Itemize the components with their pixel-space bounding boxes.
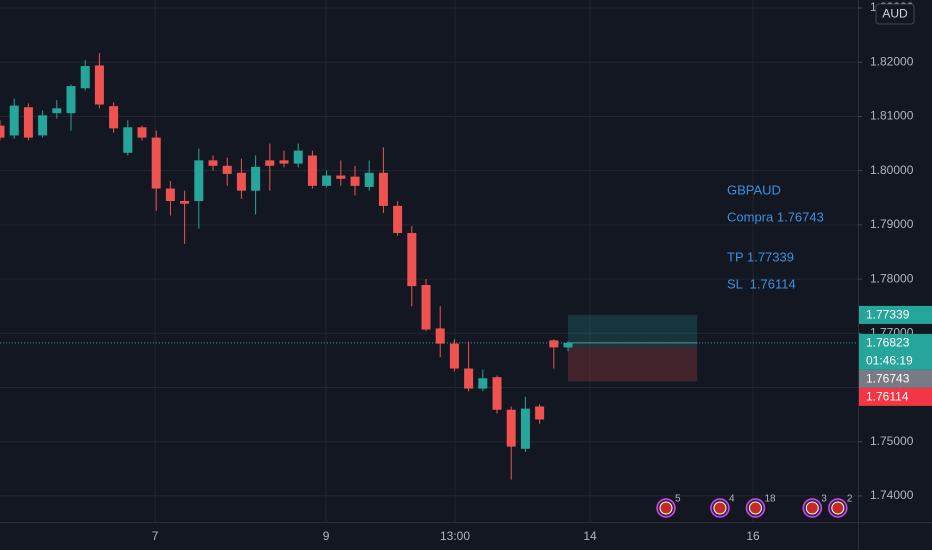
- candle-body: [563, 342, 573, 348]
- candle-body: [435, 328, 445, 344]
- x-tick-label: 9: [323, 529, 330, 543]
- x-tick-label: 16: [746, 529, 760, 543]
- y-tick-label: 1.80000: [870, 163, 914, 177]
- x-tick-label: 13:00: [440, 529, 470, 543]
- event-flag: [805, 501, 819, 515]
- y-tick-label: 1.74000: [870, 488, 914, 502]
- price-labels: 1.77339 1.76823 01:46:19 1.76743 1.76114: [859, 305, 932, 406]
- event-flag: [748, 501, 762, 515]
- candle-body: [109, 106, 119, 129]
- candle-body: [322, 175, 332, 186]
- y-tick-label: 1.75000: [870, 434, 914, 448]
- candle-body: [94, 65, 104, 105]
- price-label: 1.76743: [866, 372, 910, 386]
- candle-body: [208, 160, 218, 166]
- candle-body: [506, 409, 516, 447]
- price-label-box: [859, 387, 932, 406]
- price-label-box: [859, 305, 932, 324]
- price-label-box: [859, 369, 932, 388]
- currency-button[interactable]: AUD: [875, 3, 915, 25]
- candle-body: [222, 165, 232, 174]
- candle-body: [421, 285, 431, 330]
- candle-body: [137, 127, 147, 138]
- price-label-box: [859, 333, 932, 370]
- currency-label[interactable]: AUD: [882, 7, 908, 21]
- candle-body: [478, 378, 488, 389]
- stop-loss-zone: [568, 347, 698, 382]
- candle-body: [350, 176, 360, 186]
- grid: [0, 0, 858, 522]
- x-tick-label: 14: [583, 529, 597, 543]
- candle-body: [535, 406, 545, 420]
- candle-body: [549, 340, 559, 348]
- annotation: TP 1.77339: [727, 249, 794, 264]
- candle-body: [52, 108, 62, 114]
- price-label: 1.76114: [866, 390, 909, 404]
- candle-body: [66, 86, 76, 114]
- event-count: 18: [764, 494, 776, 505]
- candle-body: [165, 188, 175, 202]
- candle-body: [293, 150, 303, 164]
- candle-body: [251, 166, 261, 191]
- candle-body: [520, 408, 530, 449]
- candle-body: [180, 201, 190, 204]
- candle-body: [307, 155, 317, 186]
- y-tick-label: 1.82000: [870, 54, 914, 68]
- event-flag: [659, 501, 673, 515]
- countdown: 01:46:19: [866, 354, 913, 368]
- y-tick-label: 1.81000: [870, 109, 914, 123]
- candle-body: [449, 343, 459, 369]
- plot-area: 5 4 18 3 2: [0, 53, 858, 518]
- event-count: 4: [729, 494, 735, 505]
- y-tick-label: 1.78000: [870, 271, 914, 285]
- annotation: SL 1.76114: [727, 276, 796, 291]
- candle-body: [336, 175, 346, 179]
- candle-body: [378, 172, 388, 206]
- candle-body: [492, 377, 502, 410]
- annotation: Compra 1.76743: [727, 209, 824, 224]
- event-flag: [713, 501, 727, 515]
- price-label: 1.76823: [866, 336, 910, 350]
- annotations: GBPAUD Compra 1.76743 TP 1.77339 SL 1.76114: [727, 182, 824, 291]
- y-tick-label: 1.79000: [870, 217, 914, 231]
- price-label: 1.77339: [866, 308, 910, 322]
- candle-body: [0, 125, 5, 138]
- x-tick-label: 7: [152, 529, 159, 543]
- candle-body: [464, 368, 474, 389]
- candle-body: [279, 160, 289, 164]
- candle-body: [9, 105, 19, 136]
- event-count: 5: [675, 494, 681, 505]
- candle-body: [194, 160, 204, 202]
- candle-body: [265, 160, 275, 166]
- candle-body: [123, 127, 133, 153]
- candle-body: [151, 137, 161, 189]
- candle-body: [407, 232, 417, 287]
- event-count: 2: [847, 494, 853, 505]
- candle-body: [80, 66, 90, 89]
- candle-body: [23, 107, 33, 138]
- price-axis: 1.740001.750001.760001.770001.780001.790…: [152, 0, 914, 543]
- candle-body: [364, 172, 374, 187]
- candle-body: [38, 115, 48, 136]
- annotation: GBPAUD: [727, 182, 781, 197]
- event-flag: [831, 501, 845, 515]
- candle-body: [236, 172, 246, 191]
- currency-box[interactable]: [875, 3, 915, 25]
- event-count: 3: [821, 494, 827, 505]
- candle-body: [393, 205, 403, 233]
- take-profit-zone: [568, 314, 698, 348]
